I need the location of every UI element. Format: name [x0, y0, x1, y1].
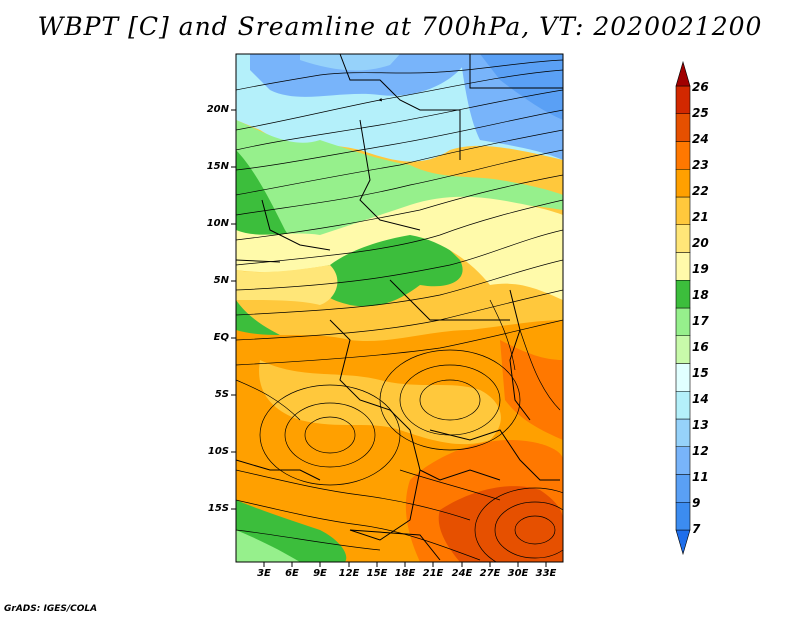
lon-label: 12E: [338, 568, 360, 579]
colorbar-label: 15: [692, 366, 709, 380]
colorbar-label: 7: [692, 522, 701, 536]
colorbar-swatch: [675, 529, 691, 556]
colorbar-label: 12: [692, 444, 709, 458]
lon-label: 6E: [285, 568, 299, 579]
colorbar-label: 21: [692, 210, 709, 224]
colorbar-swatch: [675, 141, 691, 170]
colorbar-label: 16: [692, 340, 709, 354]
lat-label: 5S: [214, 389, 229, 400]
colorbar-label: 24: [692, 132, 709, 146]
colorbar-swatch: [675, 224, 691, 253]
colorbar-label: 26: [692, 80, 709, 94]
lat-label: 10S: [207, 446, 229, 457]
colorbar-swatch: [675, 418, 691, 448]
colorbar-swatch: [675, 252, 691, 281]
colorbar-swatch: [675, 279, 691, 309]
lon-label: 3E: [257, 568, 271, 579]
colorbar-label: 18: [692, 288, 709, 302]
colorbar-label: 17: [692, 314, 709, 328]
lon-label: 33E: [535, 568, 557, 579]
streamlines: [236, 59, 563, 562]
country-borders: [236, 54, 563, 561]
lat-label: 15N: [206, 161, 229, 172]
lat-label: EQ: [213, 332, 229, 343]
lat-label: 15S: [207, 503, 229, 514]
lon-label: 24E: [451, 568, 473, 579]
lon-label: 15E: [366, 568, 388, 579]
axis-ticks: [231, 109, 547, 567]
colorbar-label: 22: [692, 184, 709, 198]
map-title: WBPT [C] and Sreamline at 700hPa, VT: 20…: [37, 12, 763, 41]
colorbar: [675, 60, 691, 556]
colorbar-swatch: [675, 60, 691, 87]
colorbar-label: 14: [692, 392, 709, 406]
lon-label: 21E: [422, 568, 444, 579]
plot-frame: [235, 53, 564, 563]
lon-label: 27E: [479, 568, 501, 579]
colorbar-label: 25: [692, 106, 709, 120]
colorbar-label: 19: [692, 262, 709, 276]
colorbar-label: 23: [692, 158, 709, 172]
lon-label: 9E: [313, 568, 327, 579]
footer-credit: GrADS: IGES/COLA: [4, 604, 98, 614]
wbpt-field: [236, 54, 563, 562]
colorbar-swatch: [675, 113, 691, 142]
colorbar-swatch: [675, 474, 691, 503]
lon-label: 30E: [507, 568, 529, 579]
colorbar-swatch: [675, 168, 691, 198]
colorbar-swatch: [675, 335, 691, 364]
lon-label: 18E: [394, 568, 416, 579]
colorbar-swatch: [675, 307, 691, 337]
lat-label: 10N: [206, 218, 229, 229]
colorbar-swatch: [675, 363, 691, 392]
colorbar-swatch: [675, 446, 691, 475]
lat-label: 5N: [213, 275, 229, 286]
colorbar-swatch: [675, 390, 691, 420]
colorbar-swatch: [675, 501, 691, 531]
colorbar-label: 9: [692, 496, 701, 510]
lat-label: 20N: [206, 104, 229, 115]
colorbar-label: 20: [692, 236, 709, 250]
colorbar-label: 11: [692, 470, 709, 484]
colorbar-swatch: [675, 196, 691, 226]
colorbar-swatch: [675, 85, 691, 115]
colorbar-label: 13: [692, 418, 709, 432]
